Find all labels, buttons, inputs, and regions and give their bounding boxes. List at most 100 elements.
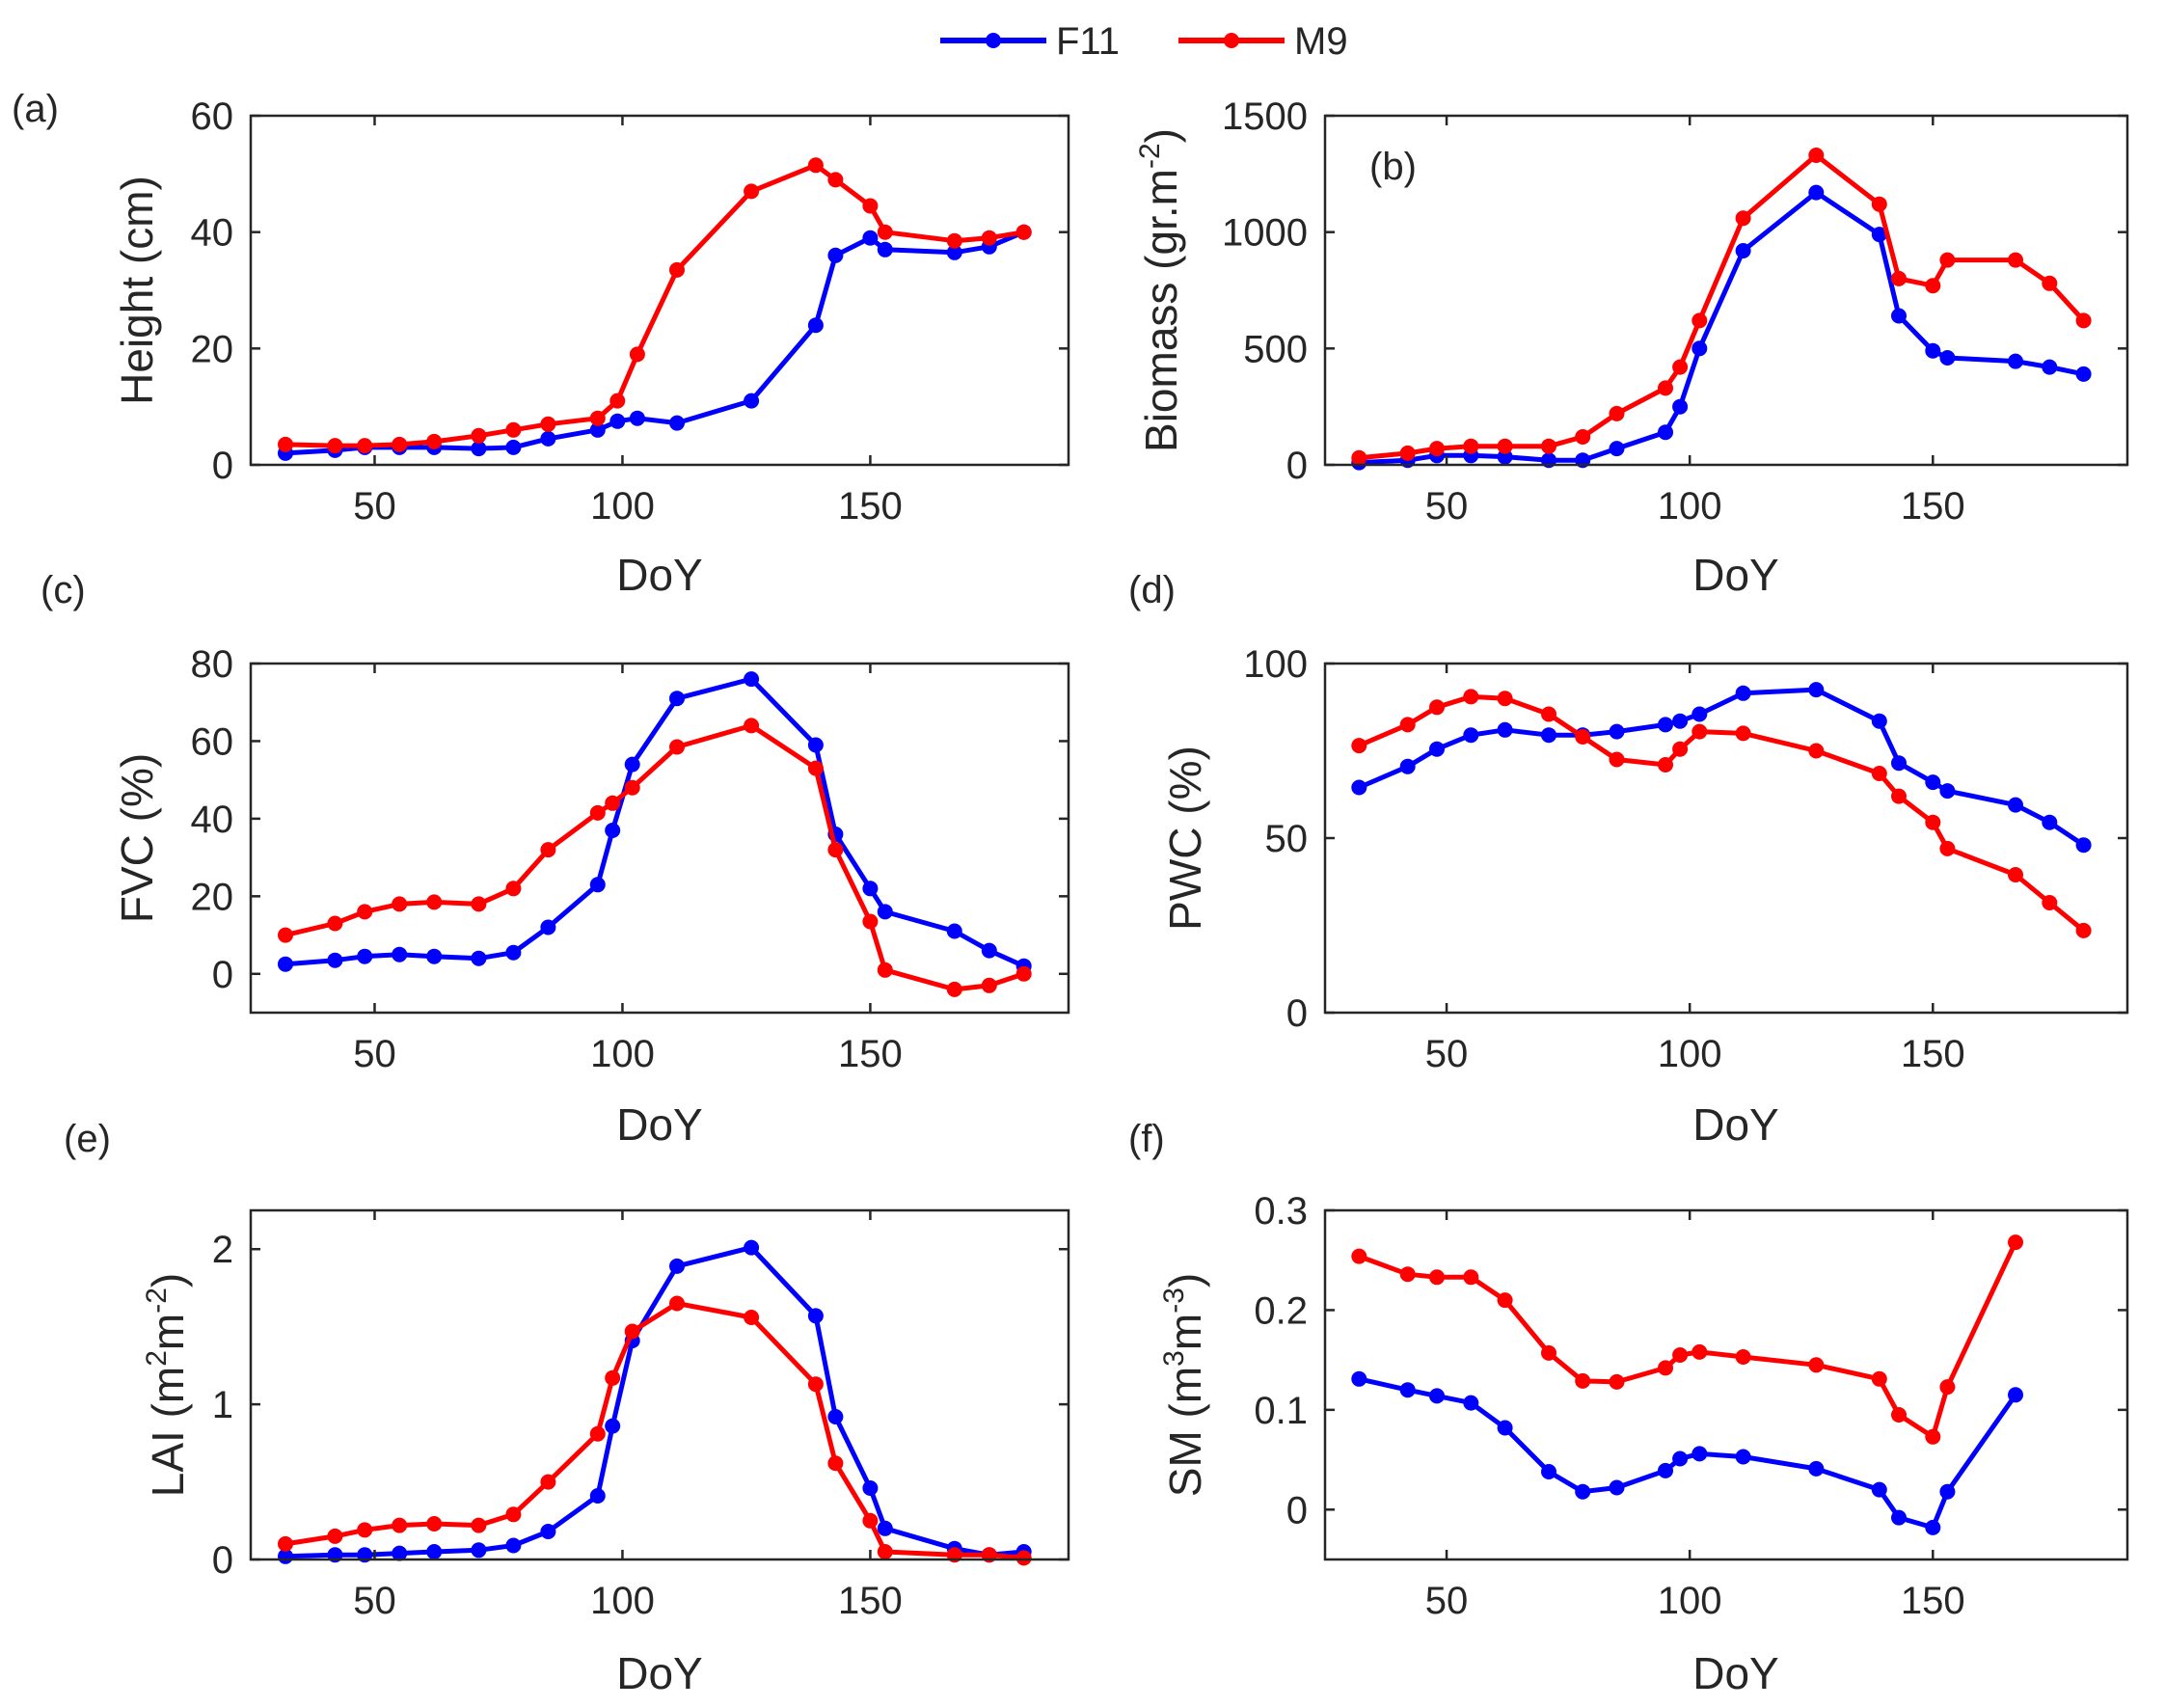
panel-d-series-m9-point xyxy=(1351,738,1367,754)
panel-d-series-f11-point xyxy=(1891,755,1907,772)
panel-a-series-m9-point xyxy=(471,427,487,444)
panel-a-series-m9-point xyxy=(1015,224,1032,240)
panel-e-ylabel: LAI (m2m-2) xyxy=(141,1273,193,1498)
panel-d: (d) 50 100 150 0 50 100 DoY PWC (%) xyxy=(1128,569,2129,1150)
panel-b-series-f11-point xyxy=(1658,424,1673,441)
panel-d-series-f11-point xyxy=(1871,713,1887,729)
panel-c-ytick-label: 20 xyxy=(191,876,234,918)
panel-b-series-m9-point xyxy=(1939,252,1956,268)
panel-a-series-m9-point xyxy=(807,157,824,174)
panel-c-series-m9-point xyxy=(426,894,443,910)
panel-a-xlabel: DoY xyxy=(616,550,702,600)
panel-d-marks xyxy=(1351,682,2092,938)
panel-c-series-f11-point xyxy=(392,946,408,962)
panel-d-series-m9-point xyxy=(1808,743,1825,759)
panel-e-series-f11-point xyxy=(426,1544,443,1559)
panel-f-series-m9-point xyxy=(1351,1248,1367,1264)
panel-c-ylabel: FVC (%) xyxy=(112,753,162,923)
panel-b-ylabel-suffix: ) xyxy=(1136,128,1186,143)
panel-e-ytick-label: 2 xyxy=(212,1229,233,1271)
panel-d-ytick-label: 50 xyxy=(1265,818,1309,860)
panel-b-ytick-label: 0 xyxy=(1286,445,1308,487)
panel-b-ylabel-sup: -2 xyxy=(1134,143,1166,169)
panel-b-series-m9-point xyxy=(1463,438,1479,454)
panel-f-series-f11-point xyxy=(1871,1481,1887,1498)
panel-c-series-m9-point xyxy=(392,896,408,912)
panel-b-series-f11-point xyxy=(2042,359,2058,375)
panel-a-series-f11-point xyxy=(471,441,487,457)
panel-f-series-f11-point xyxy=(1925,1519,1941,1535)
panel-e-marks xyxy=(278,1239,1032,1566)
panel-a-xtick-label: 50 xyxy=(353,485,396,528)
panel-d-series-f11-point xyxy=(2008,797,2023,813)
panel-d-series-f11-point xyxy=(1925,774,1941,791)
panel-b-ytick-label: 500 xyxy=(1243,328,1308,370)
panel-e-ytick-label: 0 xyxy=(212,1539,233,1582)
panel-d-series-f11-point xyxy=(2042,814,2058,830)
panel-b-series-m9-point xyxy=(2075,312,2092,329)
panel-a-series-f11-point xyxy=(744,393,760,409)
panel-c-series-m9-point xyxy=(946,981,962,997)
panel-d-series-m9-point xyxy=(1609,751,1625,768)
legend-marker-m9 xyxy=(1224,33,1239,48)
panel-d-tag: (d) xyxy=(1128,569,1176,611)
panel-b-series-m9-point xyxy=(1691,312,1708,329)
legend-label-m9: M9 xyxy=(1294,20,1348,63)
panel-b-series-m9-point xyxy=(2008,252,2023,268)
panel-a-series-m9-point xyxy=(426,433,443,449)
panel-d-series-f11-point xyxy=(2075,837,2092,854)
panel-c-marks xyxy=(278,671,1032,997)
legend-label-f11: F11 xyxy=(1056,20,1120,63)
legend: F11 M9 xyxy=(940,20,1348,63)
panel-c-series-m9-point xyxy=(278,927,293,943)
panel-b-series-f11-point xyxy=(1925,342,1941,359)
panel-a-series-f11-point xyxy=(862,230,879,246)
panel-f-series-f11-point xyxy=(1658,1462,1673,1478)
legend-marker-f11 xyxy=(986,33,1001,48)
panel-d-series-m9-point xyxy=(1939,840,1956,856)
panel-b-series-m9-point xyxy=(1575,429,1591,445)
panel-c-series-f11-point xyxy=(278,956,293,972)
panel-f-series-m9-point xyxy=(1735,1349,1751,1365)
panel-a-series-m9-point xyxy=(862,198,879,214)
panel-e-ylabel-suffix: ) xyxy=(143,1273,193,1288)
panel-e-ylabel-sup2: -2 xyxy=(141,1288,173,1314)
panel-a-series-m9-point xyxy=(540,416,556,432)
panel-d-series-f11-point xyxy=(1609,723,1625,740)
panel-b-xtick-label: 100 xyxy=(1658,485,1722,528)
panel-d-series-m9-point xyxy=(1541,706,1556,722)
panel-f-series-f11-point xyxy=(2008,1387,2023,1403)
panel-d-ylabel: PWC (%) xyxy=(1160,746,1210,931)
panel-b-tag: (b) xyxy=(1369,146,1417,188)
panel-a-series-m9-point xyxy=(629,346,645,363)
panel-a-series-m9-point xyxy=(357,438,373,454)
panel-f-series-m9-point xyxy=(1658,1360,1673,1376)
panel-f-axes-box xyxy=(1323,1208,2129,1561)
panel-a-series-m9-point xyxy=(589,410,606,426)
panel-c-series-m9-point xyxy=(540,842,556,858)
panel-c-series-m9-point xyxy=(605,795,621,811)
panel-b-series-m9-point xyxy=(1541,438,1556,454)
panel-e-series-m9-point xyxy=(426,1516,443,1532)
panel-b-xtick-label: 150 xyxy=(1901,485,1965,528)
panel-f-ytick-label: 0 xyxy=(1286,1489,1308,1532)
panel-e-series-f11-point xyxy=(669,1258,685,1274)
panel-f-ylabel: SM (m3m-3) xyxy=(1158,1273,1210,1497)
panel-c-series-f11-point xyxy=(505,944,522,961)
panel-f-series-m9-point xyxy=(1891,1407,1907,1423)
panel-c-series-f11-point xyxy=(605,823,621,838)
panel-e-series-m9-point xyxy=(862,1512,879,1529)
panel-b-axes-box xyxy=(1323,114,2129,467)
panel-e-series-m9-point xyxy=(357,1522,373,1538)
panel-c-series-m9-point xyxy=(624,779,640,796)
panel-b-series-m9-point xyxy=(1497,438,1513,454)
panel-e-series-m9-point xyxy=(669,1295,685,1312)
panel-b-series-m9-point xyxy=(1399,445,1416,461)
panel-a-axes-box xyxy=(249,114,1070,467)
panel-a-series-m9-point xyxy=(278,436,293,452)
panel-b-series-m9-point xyxy=(1735,210,1751,227)
panel-c-xlabel: DoY xyxy=(616,1099,702,1150)
panel-c-series-m9-point xyxy=(807,760,824,776)
panel-c-series-f11-point xyxy=(981,942,997,959)
panel-c-series-m9-point xyxy=(505,881,522,897)
